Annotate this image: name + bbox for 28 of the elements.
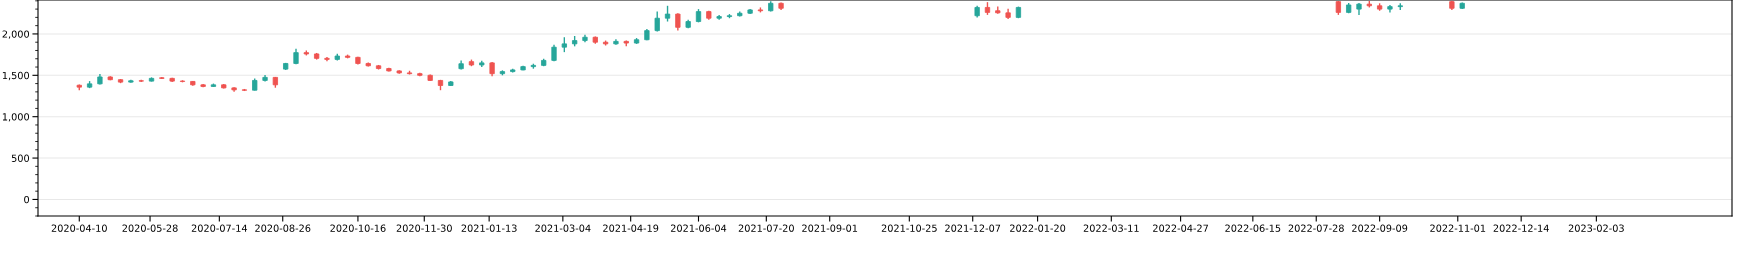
x-tick-label: 2022-06-15 <box>1225 224 1281 232</box>
x-tick-label: 2022-03-11 <box>1083 224 1139 232</box>
y-tick-label: 1,000 <box>2 113 30 122</box>
x-tick-label: 2021-12-07 <box>945 224 1001 232</box>
x-tick-label: 2021-03-04 <box>535 224 591 232</box>
x-tick-label: 2020-04-10 <box>51 224 107 232</box>
x-tick-label: 2020-05-28 <box>122 224 178 232</box>
x-tick-label: 2022-01-20 <box>1010 224 1066 232</box>
x-tick-label: 2020-07-14 <box>191 224 248 232</box>
x-tick-label: 2021-06-04 <box>670 224 727 232</box>
x-tick-label: 2023-02-03 <box>1568 224 1624 232</box>
x-tick-label: 2022-04-27 <box>1153 224 1209 232</box>
x-tick-label: 2021-09-01 <box>802 224 858 232</box>
x-tick-label: 2022-09-09 <box>1352 224 1408 232</box>
x-tick-label: 2022-07-28 <box>1288 224 1344 232</box>
x-tick-label: 2020-11-30 <box>396 224 452 232</box>
x-tick-label: 2021-10-25 <box>881 224 937 232</box>
x-tick-label: 2021-04-19 <box>603 224 659 232</box>
x-tick-label: 2021-07-20 <box>738 224 794 232</box>
x-tick-label: 2022-11-01 <box>1430 224 1486 232</box>
x-tick-label: 2021-01-13 <box>461 224 517 232</box>
x-tick-label: 2020-10-16 <box>330 224 386 232</box>
y-tick-label: 1,500 <box>2 71 30 81</box>
x-tick-label: 2020-08-26 <box>255 224 311 232</box>
y-tick-label: 2,000 <box>2 30 30 39</box>
y-tick-label: 0 <box>24 195 30 204</box>
y-tick-label: 500 <box>11 154 30 162</box>
x-tick-label: 2022-12-14 <box>1493 224 1549 232</box>
